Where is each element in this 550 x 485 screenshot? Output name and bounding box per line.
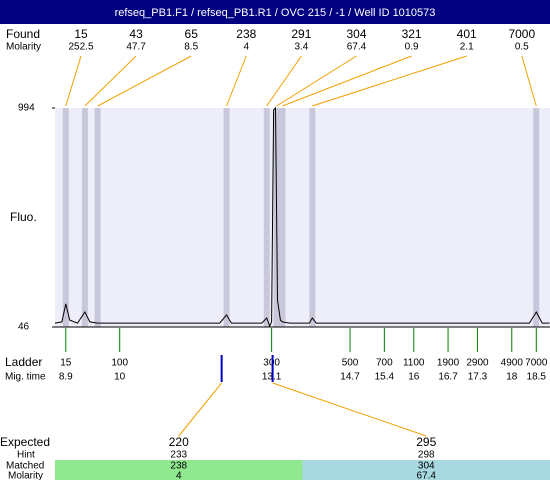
found-size: 15 xyxy=(74,27,88,41)
found-molarity: 4 xyxy=(244,42,250,53)
y-axis-label: Fluo. xyxy=(10,210,37,224)
found-connector xyxy=(522,56,536,106)
peak-band xyxy=(63,108,69,327)
ladder-size: 500 xyxy=(342,358,359,369)
found-molarity: 0.5 xyxy=(515,42,529,53)
y-tick-label: 46 xyxy=(18,322,30,333)
expected-size: 295 xyxy=(416,435,436,449)
ladder-size: 700 xyxy=(376,358,393,369)
found-size: 238 xyxy=(236,27,256,41)
ladder-size: 100 xyxy=(111,358,128,369)
peak-band xyxy=(533,108,539,327)
found-connector xyxy=(282,56,411,106)
peak-band xyxy=(264,108,270,327)
found-label: Found xyxy=(6,27,40,41)
expected-connector xyxy=(273,383,427,436)
ladder-size: 2900 xyxy=(466,358,489,369)
molarity-label: Molarity xyxy=(6,42,41,53)
found-size: 321 xyxy=(402,27,422,41)
found-size: 304 xyxy=(346,27,366,41)
expected-molarity: 67.4 xyxy=(417,471,437,480)
ladder-size: 1100 xyxy=(403,358,425,369)
expected-hint: 298 xyxy=(418,450,435,461)
found-molarity: 47.7 xyxy=(126,42,146,53)
chart-title: refseq_PB1.F1 / refseq_PB1.R1 / OVC 215 … xyxy=(115,7,436,19)
ladder-mig-time: 14.7 xyxy=(340,372,360,383)
found-size: 65 xyxy=(185,27,199,41)
ladder-mig-time: 10 xyxy=(114,372,126,383)
ladder-size: 1900 xyxy=(437,358,460,369)
found-connector xyxy=(98,56,192,106)
mig-time-label: Mig. time xyxy=(5,372,46,383)
expected-label: Expected xyxy=(0,435,50,449)
found-connector xyxy=(66,56,81,106)
exp-molarity-label: Molarity xyxy=(8,471,43,480)
ladder-mig-time: 16.7 xyxy=(438,372,458,383)
found-connector xyxy=(312,56,466,106)
expected-connector xyxy=(179,383,222,436)
y-tick-label: 994 xyxy=(18,103,35,114)
found-size: 43 xyxy=(129,27,143,41)
ladder-size: 7000 xyxy=(525,358,548,369)
found-size: 291 xyxy=(291,27,311,41)
hint-label: Hint xyxy=(17,450,35,461)
expected-size: 220 xyxy=(169,435,189,449)
expected-molarity: 4 xyxy=(176,471,182,480)
ladder-mig-time: 18 xyxy=(506,372,518,383)
found-connector xyxy=(227,56,247,106)
plot-area xyxy=(55,108,550,327)
ladder-label: Ladder xyxy=(5,355,42,369)
found-molarity: 2.1 xyxy=(460,42,474,53)
found-size: 7000 xyxy=(508,27,535,41)
peak-band xyxy=(95,108,101,327)
ladder-size: 4900 xyxy=(501,358,524,369)
peak-band xyxy=(309,108,315,327)
found-molarity: 67.4 xyxy=(347,42,367,53)
ladder-size: 15 xyxy=(60,358,72,369)
found-molarity: 8.5 xyxy=(184,42,198,53)
ladder-mig-time: 15.4 xyxy=(375,372,395,383)
expected-hint: 233 xyxy=(170,450,187,461)
ladder-mig-time: 17.3 xyxy=(468,372,488,383)
found-molarity: 0.9 xyxy=(405,42,419,53)
peak-band xyxy=(224,108,230,327)
ladder-mig-time: 8.9 xyxy=(59,372,73,383)
found-molarity: 3.4 xyxy=(294,42,308,53)
found-connector xyxy=(277,56,357,106)
ladder-mig-time: 18.5 xyxy=(527,372,547,383)
found-size: 401 xyxy=(457,27,477,41)
found-connector xyxy=(267,56,302,106)
ladder-mig-time: 16 xyxy=(408,372,420,383)
found-molarity: 252.5 xyxy=(68,42,93,53)
found-connector xyxy=(85,56,136,106)
peak-band xyxy=(279,108,285,327)
peak-band xyxy=(82,108,88,327)
